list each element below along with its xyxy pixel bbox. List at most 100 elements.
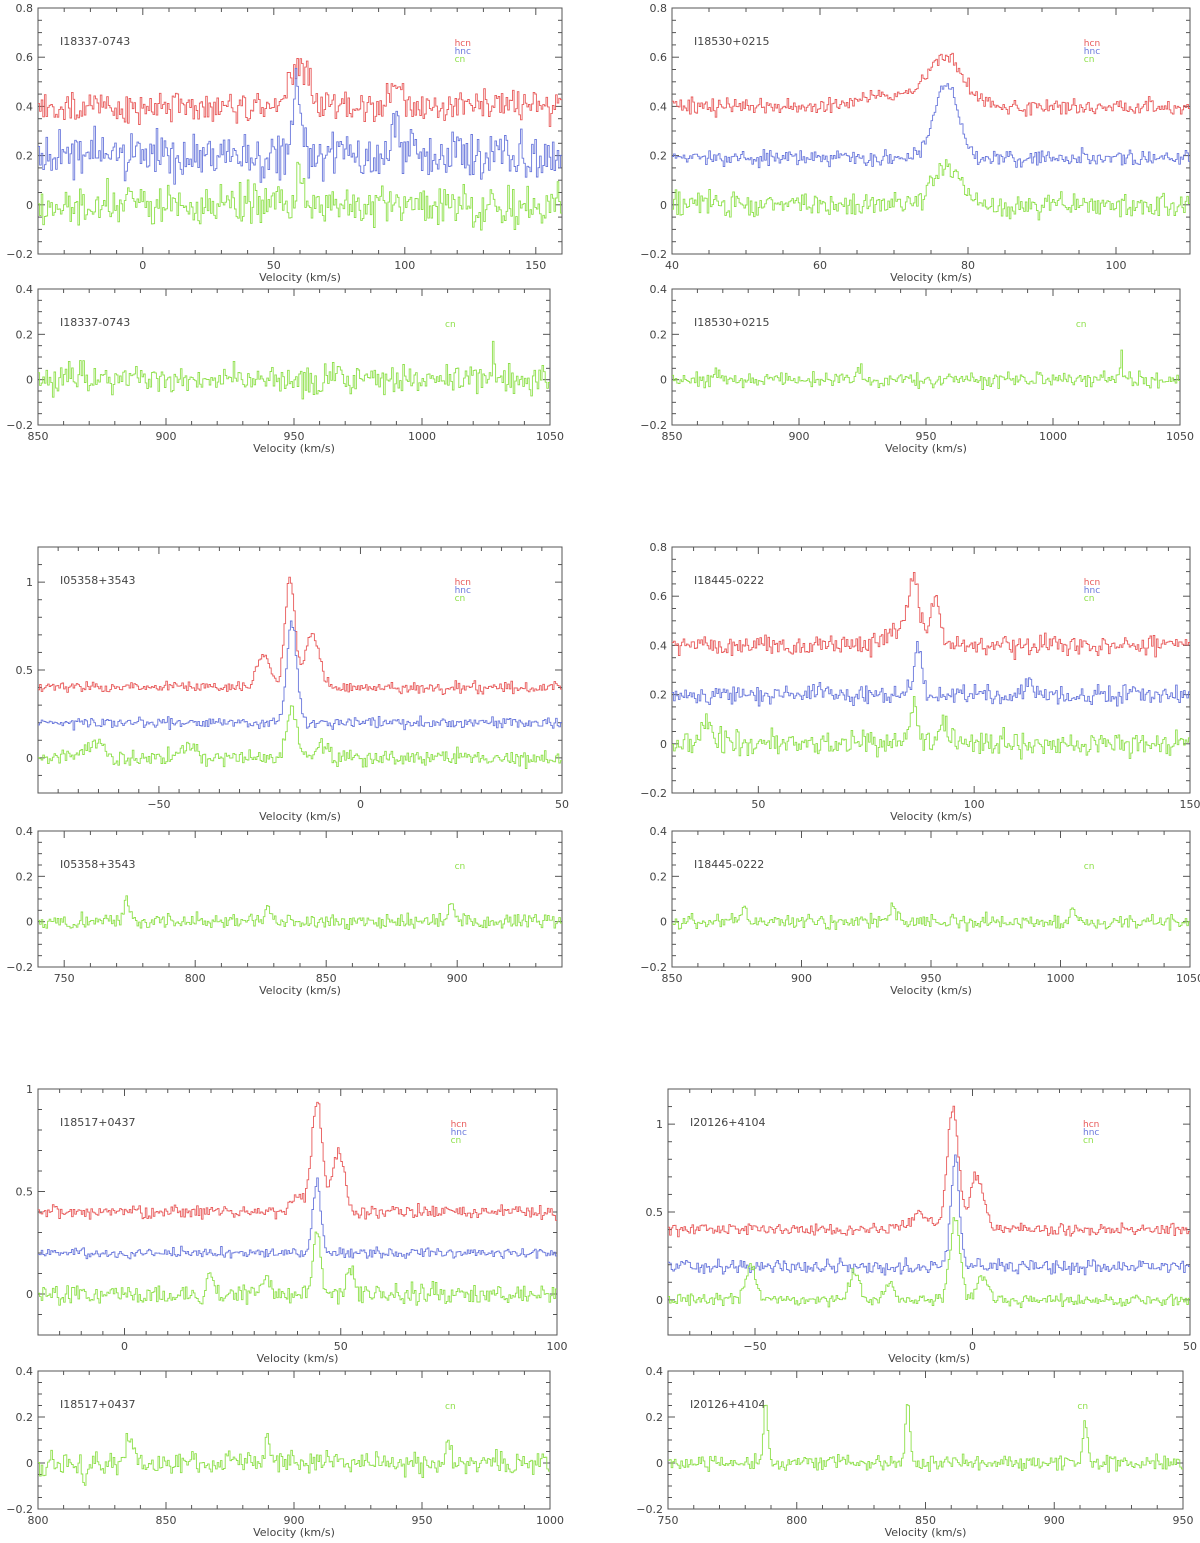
y-tick-label: 0.4 (650, 825, 668, 838)
y-tick-label: −0.2 (640, 248, 667, 261)
y-tick-label: 0.2 (16, 328, 34, 341)
y-tick-label: 0.4 (650, 283, 668, 296)
x-axis-label: Velocity (km/s) (890, 271, 972, 284)
source-label: I18530+0215 (694, 316, 769, 329)
series-line-hnc (672, 641, 1190, 707)
spectrum-panel-I18530+0215-main: 40 60 80 100 −0.2 0 0.2 0.4 0.6 0.8 Velocity (km/s… (640, 2, 1191, 284)
x-tick-label: 950 (284, 430, 305, 443)
x-tick-label: 800 (786, 1514, 807, 1527)
plot-frame (37, 288, 551, 426)
legend-entry-hnc: hnc (455, 586, 471, 596)
legend-entry-cn: cn (1077, 1402, 1088, 1412)
x-axis-label: Velocity (km/s) (259, 810, 341, 823)
spectrum-panel-I05358+3543-cn: 750 800 850 900 −0.2 0 0.2 0.4 Velocity (km/s) I0… (6, 825, 563, 997)
series-line-cn (38, 1432, 550, 1486)
x-axis-label: Velocity (km/s) (888, 1352, 970, 1365)
y-tick-label: 0.8 (650, 2, 668, 15)
spectrum-panel-I20126+4104-main: −50 0 50 0 0.5 1 Velocity (km/s) I20126+4104 hcn… (646, 1088, 1197, 1365)
x-tick-label: 0 (121, 1340, 128, 1353)
series-line-hnc (672, 83, 1190, 169)
y-tick-label: 0.5 (646, 1206, 664, 1219)
x-axis-label: Velocity (km/s) (257, 1352, 339, 1365)
x-tick-label: 850 (316, 972, 337, 985)
source-label: I18337-0743 (60, 35, 130, 48)
x-tick-label: 1000 (1047, 972, 1075, 985)
y-tick-label: 0 (660, 199, 667, 212)
x-tick-label: 950 (921, 972, 942, 985)
y-tick-label: 1 (26, 1083, 33, 1096)
x-tick-label: 50 (267, 259, 281, 272)
y-tick-label: 0.2 (650, 870, 668, 883)
y-tick-label: 0.2 (16, 150, 34, 163)
x-tick-label: 0 (139, 259, 146, 272)
y-tick-label: 0.6 (650, 590, 668, 603)
y-tick-label: 0.4 (16, 283, 34, 296)
series-line-hnc (668, 1154, 1190, 1276)
series-line-cn (38, 1231, 557, 1306)
spectrum-panel-I18337-0743-cn: 850 900 950 1000 1050 −0.2 0 0.2 0.4 Velocity (km… (6, 283, 564, 455)
spectrum-panel-I18445-0222-cn: 850 900 950 1000 1050 −0.2 0 0.2 0.4 Velocity (km… (640, 825, 1200, 997)
x-tick-label: 900 (156, 430, 177, 443)
x-tick-label: 900 (789, 430, 810, 443)
y-tick-label: 0.4 (16, 825, 34, 838)
legend-entry-hnc: hnc (451, 1128, 467, 1138)
y-tick-label: 0.4 (650, 100, 668, 113)
x-tick-label: 750 (54, 972, 75, 985)
source-label: I18337-0743 (60, 316, 130, 329)
source-label: I18517+0437 (60, 1116, 135, 1129)
source-label: I18517+0437 (60, 1398, 135, 1411)
y-tick-label: 0 (26, 374, 33, 387)
y-tick-label: 0 (660, 374, 667, 387)
legend-entry-hnc: hnc (1083, 1128, 1099, 1138)
x-tick-label: 900 (284, 1514, 305, 1527)
y-tick-label: 0.8 (650, 541, 668, 554)
series-line-hnc (38, 1177, 557, 1260)
y-tick-label: 0.6 (16, 51, 34, 64)
x-tick-label: 1050 (1166, 430, 1194, 443)
plot-frame (37, 830, 563, 968)
source-label: I20126+4104 (690, 1398, 765, 1411)
y-tick-label: 0.4 (16, 1365, 34, 1378)
y-tick-label: −0.2 (636, 1503, 663, 1516)
series-line-cn (38, 895, 562, 930)
x-tick-label: 100 (547, 1340, 568, 1353)
series-line-cn (672, 159, 1190, 221)
legend-entry-hcn: hcn (1084, 578, 1100, 588)
x-tick-label: 900 (1044, 1514, 1065, 1527)
plot-frame (671, 830, 1191, 968)
x-tick-label: 1050 (536, 430, 564, 443)
y-tick-label: −0.2 (6, 961, 33, 974)
y-tick-label: 0.2 (16, 870, 34, 883)
spectrum-panel-I18517+0437-main: 0 50 100 0 0.5 1 Velocity (km/s) I18517+0437 hcn… (16, 1083, 568, 1365)
series-line-hnc (38, 67, 562, 185)
legend-entry-cn: cn (445, 1402, 456, 1412)
legend-entry-hcn: hcn (455, 39, 471, 49)
source-label: I18530+0215 (694, 35, 769, 48)
y-tick-label: −0.2 (6, 419, 33, 432)
legend-entry-hcn: hcn (1083, 1120, 1099, 1130)
series-line-hcn (38, 576, 562, 695)
series-line-hcn (38, 58, 562, 127)
plot-frame (667, 1370, 1184, 1510)
x-tick-label: 950 (916, 430, 937, 443)
x-tick-label: 50 (555, 798, 569, 811)
y-tick-label: 0.8 (16, 2, 34, 15)
series-line-cn (672, 349, 1180, 390)
x-tick-label: 850 (662, 430, 683, 443)
y-tick-label: 0 (26, 199, 33, 212)
spectrum-panel-I05358+3543-main: −50 0 50 0 0.5 1 Velocity (km/s) I05358+3543 hcn… (16, 546, 569, 823)
legend-entry-cn: cn (445, 320, 456, 330)
x-axis-label: Velocity (km/s) (885, 1526, 967, 1539)
x-tick-label: −50 (147, 798, 170, 811)
x-tick-label: 100 (964, 798, 985, 811)
x-tick-label: 1000 (1039, 430, 1067, 443)
x-tick-label: 850 (156, 1514, 177, 1527)
x-axis-label: Velocity (km/s) (259, 984, 341, 997)
x-tick-label: 50 (1183, 1340, 1197, 1353)
y-tick-label: 0.2 (646, 1411, 664, 1424)
legend-entry-cn: cn (455, 55, 466, 65)
legend-entry-cn: cn (1084, 862, 1095, 872)
y-tick-label: −0.2 (640, 419, 667, 432)
y-tick-label: −0.2 (640, 787, 667, 800)
series-line-cn (672, 695, 1190, 760)
